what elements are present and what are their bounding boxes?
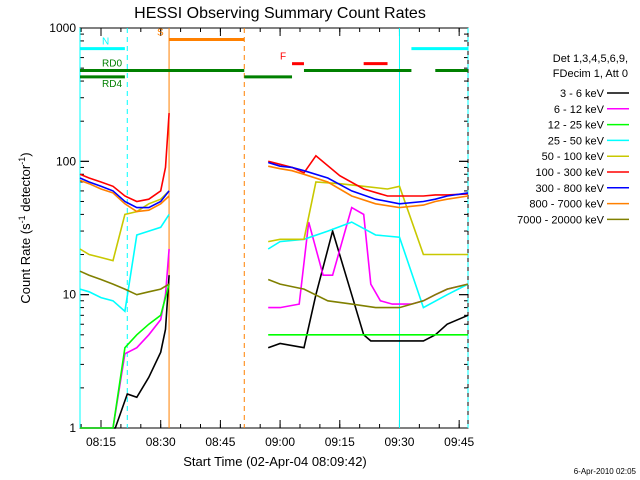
flag-label: RD4 — [102, 79, 122, 90]
y-tick-label: 100 — [56, 154, 76, 168]
chart-title: HESSI Observing Summary Count Rates — [134, 5, 426, 22]
legend-label: 300 - 800 keV — [536, 183, 605, 195]
legend-label: 3 - 6 keV — [560, 88, 605, 100]
y-tick-label: 10 — [63, 288, 77, 302]
series-line — [80, 228, 469, 429]
axis-ticks — [80, 27, 468, 429]
x-tick-label: 09:30 — [384, 435, 414, 449]
series-line — [79, 213, 469, 313]
plot-area: N S F RD0 RD4 — [79, 27, 469, 429]
flag-label: F — [280, 52, 286, 63]
legend-label: 50 - 100 keV — [542, 151, 605, 163]
series-line — [79, 113, 469, 203]
plot-frame — [79, 27, 469, 429]
legend-label: 6 - 12 keV — [554, 104, 605, 116]
legend-items: 3 - 6 keV 6 - 12 keV 12 - 25 keV 25 - 50 ke… — [517, 88, 629, 226]
series-line — [79, 165, 469, 213]
series-line — [80, 283, 468, 429]
x-tick-label: 08:30 — [146, 435, 176, 449]
series-line — [79, 270, 469, 309]
legend-label: 7000 - 20000 keV — [517, 214, 605, 226]
x-axis-label: Start Time (02-Apr-04 08:09:42) — [183, 454, 367, 469]
x-tick-label: 08:15 — [86, 435, 116, 449]
flag-label: S — [157, 27, 164, 38]
series-line — [79, 181, 468, 262]
legend-label: 25 - 50 keV — [548, 135, 605, 147]
event-vertical-lines — [79, 28, 469, 428]
legend-label: 12 - 25 keV — [548, 120, 605, 132]
legend: Det 1,3,4,5,6,9, FDecim 1, Att 0 3 - 6 k… — [517, 53, 629, 226]
x-tick-label: 09:00 — [265, 435, 295, 449]
y-tick-label: 1000 — [49, 21, 76, 35]
x-tick-labels: 08:15 08:30 08:45 09:00 09:15 09:30 09:45 — [86, 435, 475, 449]
legend-label: 800 - 7000 keV — [529, 199, 604, 211]
flag-label: N — [102, 37, 109, 48]
series-lines — [79, 113, 469, 429]
observing-flags: N S F RD0 RD4 — [80, 27, 468, 90]
y-tick-labels: 1 10 100 1000 — [49, 21, 76, 435]
series-line — [79, 161, 469, 209]
legend-header-line-2: FDecim 1, Att 0 — [553, 68, 628, 80]
footer-timestamp: 6-Apr-2010 02:05 — [574, 467, 637, 476]
y-tick-label: 1 — [69, 421, 76, 435]
flag-label: RD0 — [102, 59, 122, 70]
legend-header-line-1: Det 1,3,4,5,6,9, — [553, 53, 628, 65]
y-axis-label: Count Rate (s-1 detector-1) — [17, 152, 33, 303]
x-tick-label: 09:15 — [325, 435, 355, 449]
legend-label: 100 - 300 keV — [536, 167, 605, 179]
x-tick-label: 09:45 — [444, 435, 474, 449]
x-tick-label: 08:45 — [205, 435, 235, 449]
